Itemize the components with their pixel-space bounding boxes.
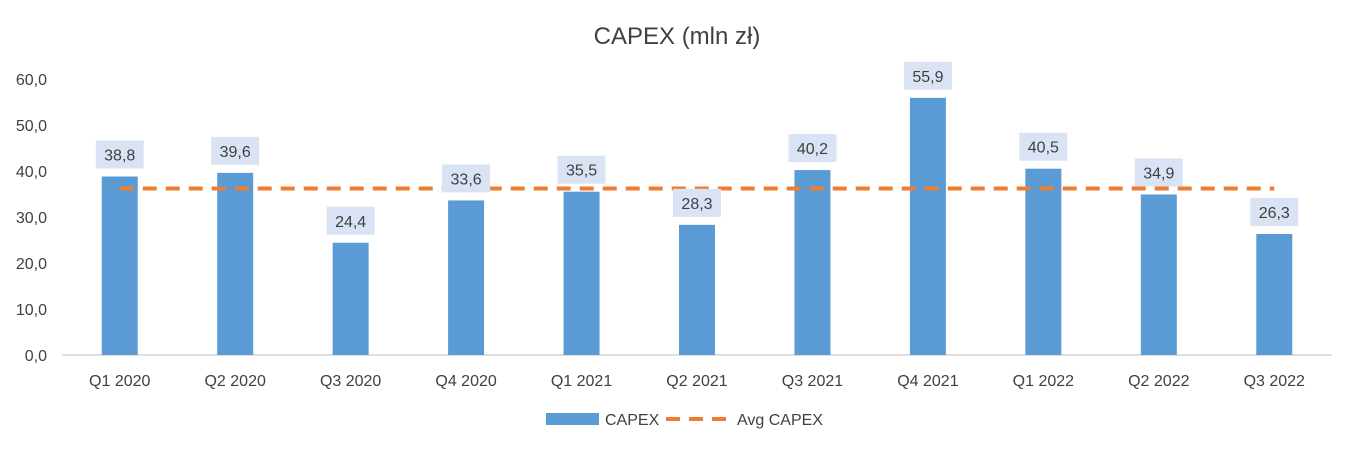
data-label: 26,3 xyxy=(1259,205,1290,222)
y-tick-label: 60,0 xyxy=(16,72,47,89)
y-tick-label: 40,0 xyxy=(16,164,47,181)
data-label: 24,4 xyxy=(335,214,366,231)
data-label: 40,2 xyxy=(797,141,828,158)
bar xyxy=(101,176,138,355)
data-label-box xyxy=(1250,198,1299,227)
x-tick-label: Q4 2020 xyxy=(435,373,496,390)
x-tick-label: Q3 2022 xyxy=(1244,373,1305,390)
legend-label-capex: CAPEX xyxy=(605,412,660,429)
data-label: 40,5 xyxy=(1028,140,1059,157)
data-label-box xyxy=(442,164,491,193)
data-label: 33,6 xyxy=(451,171,482,188)
x-tick-label: Q2 2022 xyxy=(1128,373,1189,390)
chart-title: CAPEX (mln zł) xyxy=(594,23,761,50)
data-label: 34,9 xyxy=(1143,165,1174,182)
data-label-box xyxy=(1134,158,1183,187)
bar xyxy=(332,242,369,355)
legend-swatch-capex xyxy=(546,413,599,425)
bar xyxy=(794,170,831,355)
data-label-box xyxy=(211,136,260,165)
y-tick-label: 10,0 xyxy=(16,302,47,319)
y-axis: 0,0 10,0 20,0 30,0 40,0 50,0 60,0 xyxy=(16,72,47,365)
bar xyxy=(563,191,600,355)
x-tick-label: Q2 2020 xyxy=(204,373,265,390)
data-label-box xyxy=(673,188,721,217)
bar xyxy=(217,172,254,355)
data-label: 55,9 xyxy=(912,69,943,86)
data-label-box xyxy=(557,155,606,184)
legend: CAPEX Avg CAPEX xyxy=(546,412,823,429)
x-tick-label: Q4 2021 xyxy=(897,373,958,390)
bar xyxy=(448,200,485,355)
data-label-box xyxy=(788,134,837,163)
y-tick-label: 0,0 xyxy=(25,348,47,365)
bar xyxy=(909,97,946,356)
data-labels: 38,8 39,6 24,4 33,6 35,5 28,3 40,2 55,9 40,5 34,9… xyxy=(95,61,1299,235)
y-tick-label: 30,0 xyxy=(16,210,47,227)
data-label-box xyxy=(903,61,952,90)
x-tick-label: Q1 2022 xyxy=(1013,373,1074,390)
x-axis: Q1 2020 Q2 2020 Q3 2020 Q4 2020 Q1 2021 Q2 20… xyxy=(89,373,1305,390)
x-tick-label: Q1 2020 xyxy=(89,373,150,390)
y-tick-label: 20,0 xyxy=(16,256,47,273)
data-label: 38,8 xyxy=(104,148,135,165)
bar xyxy=(1025,168,1062,355)
data-label: 39,6 xyxy=(220,144,251,161)
x-tick-label: Q1 2021 xyxy=(551,373,612,390)
x-tick-label: Q3 2021 xyxy=(782,373,843,390)
bar xyxy=(1140,194,1177,355)
bar xyxy=(679,224,715,355)
bar-series-capex xyxy=(101,97,1293,356)
x-tick-label: Q2 2021 xyxy=(666,373,727,390)
data-label: 35,5 xyxy=(566,163,597,180)
data-label: 28,3 xyxy=(681,196,712,213)
bar xyxy=(1256,234,1293,355)
legend-label-avg-capex: Avg CAPEX xyxy=(737,412,823,429)
data-label-box xyxy=(1019,132,1068,161)
data-label-box xyxy=(326,206,375,235)
x-tick-label: Q3 2020 xyxy=(320,373,381,390)
y-tick-label: 50,0 xyxy=(16,118,47,135)
data-label-box xyxy=(95,140,144,169)
